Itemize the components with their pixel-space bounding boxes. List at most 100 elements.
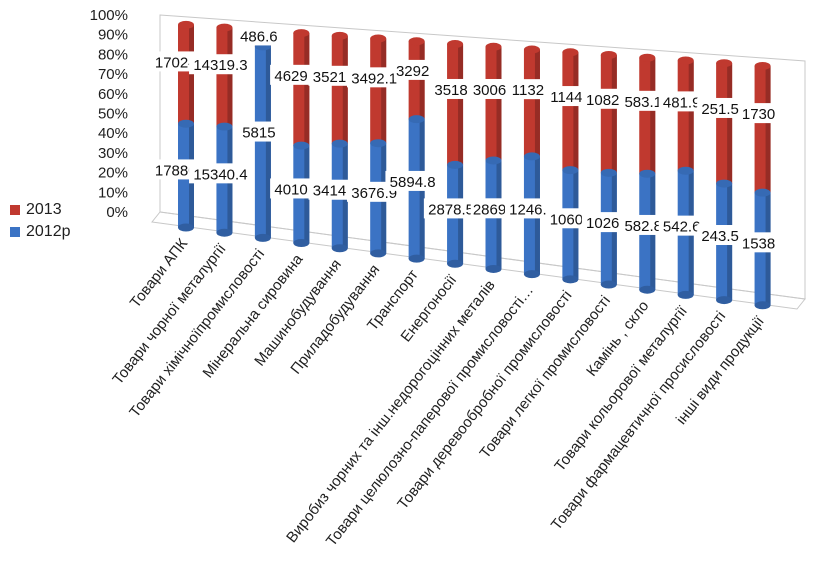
data-label-2013: 1082. (586, 92, 624, 109)
y-tick-label: 50% (98, 106, 128, 123)
data-label-2012: 582.8 (624, 218, 662, 235)
data-label-2012: 542.6 (663, 219, 701, 236)
bar-split-cap (216, 123, 232, 131)
bar-2013-cap (293, 29, 309, 37)
data-label-2012: 1026. (586, 215, 624, 232)
bar-2013-cap (370, 35, 386, 43)
data-label-2013: 486.6 (240, 28, 278, 45)
bar-2012-base (293, 239, 309, 247)
data-label-2013: 3006 (473, 82, 506, 99)
y-tick-label: 30% (98, 145, 128, 162)
data-label-2012: 5815 (242, 125, 275, 142)
bar-2013-shade (650, 58, 655, 174)
bar-split-cap (562, 166, 578, 174)
y-tick-label: 60% (98, 86, 128, 103)
bar-split-cap (486, 156, 502, 164)
data-label-2012: 2869 (473, 201, 506, 218)
legend-item-2013: 2013 (10, 199, 71, 221)
bar-2012-base (601, 281, 617, 289)
bar-split-cap (639, 170, 655, 178)
bar-2013-shade (343, 36, 348, 144)
y-tick-label: 100% (90, 7, 128, 24)
bar-2013-shade (766, 66, 771, 193)
legend-swatch-2013 (10, 205, 20, 215)
bar-2012-base (755, 301, 771, 309)
data-label-2012: 1060 (550, 211, 583, 228)
data-label-2013: 1144 (550, 89, 582, 106)
bar-2013-shade (535, 50, 540, 157)
bar-2012-base (447, 260, 463, 268)
bar-2013-cap (178, 21, 194, 29)
bar-2012-base (216, 229, 232, 237)
bar-2013-cap (524, 46, 540, 54)
data-label-2013: 481.9 (663, 94, 701, 111)
y-tick-label: 0% (106, 204, 128, 221)
data-label-2013: 1730 (742, 106, 775, 123)
data-label-2013: 14319.3 (193, 57, 247, 74)
bar-2013-shade (458, 44, 463, 165)
data-label-2013: 3492.1 (351, 70, 397, 87)
data-label-2013: 1132 (512, 82, 544, 99)
data-label-2012: 1538 (742, 235, 775, 252)
bar-2013-cap (601, 51, 617, 59)
bar-2013-shade (189, 25, 194, 124)
bar-2013-shade (304, 33, 309, 146)
bar-split-cap (370, 139, 386, 147)
bar-2013-cap (216, 24, 232, 32)
bar-split-cap (293, 142, 309, 150)
data-label-2013: 251.5 (701, 101, 739, 118)
bar-2013-cap (409, 37, 425, 45)
bar-2013-cap (332, 32, 348, 40)
y-tick-label: 40% (98, 125, 128, 142)
bar-2013-cap (562, 48, 578, 56)
bar-split-cap (678, 167, 694, 175)
legend: 2013 2012р (10, 199, 71, 243)
bar-2012-base (178, 224, 194, 232)
bar-2013-shade (573, 52, 578, 170)
legend-label-2013: 2013 (26, 201, 62, 219)
data-label-2013: 3292 (396, 63, 429, 80)
bar-2012-base (524, 270, 540, 278)
legend-item-2012: 2012р (10, 221, 71, 243)
bar-2013-cap (678, 56, 694, 64)
bar-2013-cap (716, 59, 732, 67)
legend-swatch-2012 (10, 227, 20, 237)
bar-2012-base (332, 244, 348, 252)
bar-2013-cap (486, 43, 502, 51)
bar-2013-shade (497, 47, 502, 161)
bar-split-cap (409, 115, 425, 123)
bar-2013-cap (447, 40, 463, 48)
bar-2013-shade (420, 41, 425, 119)
data-label-2013: 583.1 (624, 94, 662, 111)
y-tick-label: 70% (98, 66, 128, 83)
bar-split-cap (524, 152, 540, 160)
bar-2012-base (716, 296, 732, 304)
bar-2012-base (486, 265, 502, 273)
bar-split-cap (178, 120, 194, 128)
bar-2013-shade (689, 60, 694, 170)
bar-split-cap (447, 161, 463, 169)
data-label-2012: 5894.8 (390, 174, 436, 191)
bar-split-cap (332, 140, 348, 148)
bar-2013-cap (755, 62, 771, 70)
bar-2012-base (639, 286, 655, 294)
bar-2013-cap (639, 54, 655, 62)
bar-2013-shade (727, 63, 732, 183)
bar-2012-base (370, 249, 386, 257)
bar-2012-base (409, 255, 425, 263)
data-label-2012: 1246. (509, 201, 547, 218)
bar-split-cap (716, 180, 732, 188)
bar-2013-shade (381, 39, 386, 144)
legend-label-2012: 2012р (26, 223, 71, 241)
bar-split-cap (755, 189, 771, 197)
y-tick-label: 80% (98, 46, 128, 63)
data-label-2012: 2878.5 (428, 201, 474, 218)
bar-2012-base (255, 234, 271, 242)
data-label-2012: 243.5 (701, 228, 739, 245)
y-tick-label: 90% (98, 27, 128, 44)
bar-2012-base (678, 291, 694, 299)
bar-2013-shade (227, 28, 232, 127)
y-tick-label: 10% (98, 184, 128, 201)
